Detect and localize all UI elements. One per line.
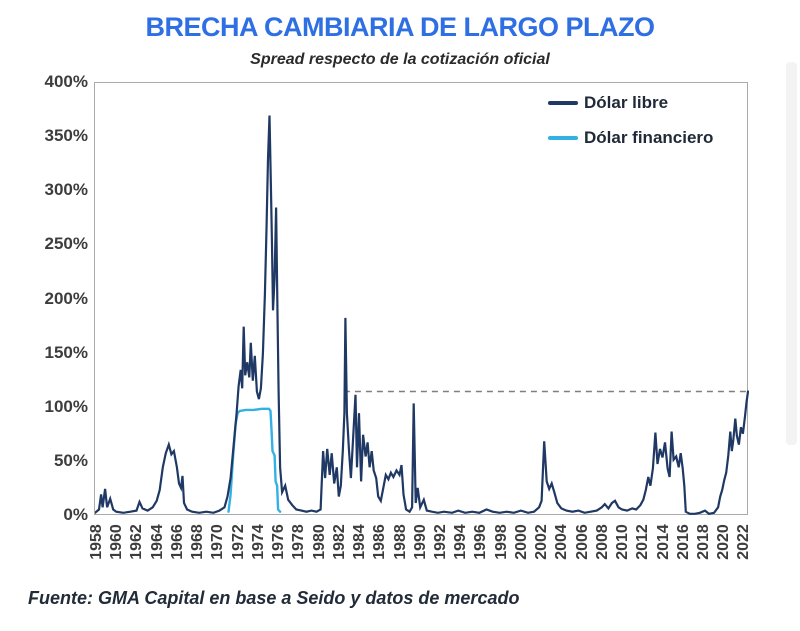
x-tick-label: 1998 (492, 524, 510, 560)
y-tick-label: 100% (44, 396, 88, 416)
legend-label: Dólar libre (584, 93, 669, 112)
legend-line-swatch (548, 136, 578, 140)
x-tick-label: 1968 (189, 524, 207, 560)
x-tick-label: 2006 (573, 524, 591, 560)
plot-area (94, 82, 749, 515)
x-tick-label: 2012 (634, 524, 652, 560)
x-tick-label: 1958 (88, 524, 106, 560)
x-tick-label: 1990 (411, 524, 429, 560)
x-tick-label: 1976 (270, 524, 288, 560)
x-tick-label: 2022 (735, 524, 753, 560)
x-tick-label: 1988 (391, 524, 409, 560)
chart-title: BRECHA CAMBIARIA DE LARGO PLAZO (145, 12, 655, 42)
x-tick-label: 2016 (674, 524, 692, 560)
x-tick-label: 1984 (351, 524, 369, 560)
x-tick-label: 2008 (593, 524, 611, 560)
x-tick-label: 2018 (694, 524, 712, 560)
line-chart (95, 115, 749, 515)
y-tick-label: 250% (44, 234, 88, 254)
legend: Dólar libre Dólar financiero (548, 92, 713, 149)
x-tick-label: 1970 (209, 524, 227, 560)
y-tick-label: 150% (44, 342, 88, 362)
legend-label: Dólar financiero (584, 128, 714, 147)
x-tick-label: 2020 (715, 524, 733, 560)
x-tick-label: 2000 (512, 524, 530, 560)
x-tick-label: 2014 (654, 524, 672, 560)
y-tick-label: 0% (63, 505, 88, 524)
x-tick-label: 1964 (148, 524, 166, 560)
x-tick-label: 1978 (290, 524, 308, 560)
y-tick-label: 50% (53, 450, 88, 470)
chart-subtitle: Spread respecto de la cotización oficial (250, 51, 550, 68)
x-tick-label: 1986 (371, 524, 389, 560)
x-tick-label: 2002 (533, 524, 551, 560)
x-tick-label: 1982 (330, 524, 348, 560)
x-tick-label: 1972 (229, 524, 247, 560)
page-edge-strip (786, 62, 797, 445)
source-note: Fuente: GMA Capital en base a Seido y da… (28, 588, 520, 608)
series-line-d-lar-libre (95, 115, 749, 515)
x-tick-label: 1996 (472, 524, 490, 560)
y-tick-label: 400% (44, 72, 88, 91)
legend-item: Dólar financiero (548, 127, 713, 149)
x-tick-label: 2004 (553, 524, 571, 560)
legend-item: Dólar libre (548, 92, 713, 114)
legend-line-swatch (548, 101, 578, 105)
x-tick-label: 1992 (431, 524, 449, 560)
x-tick-label: 1994 (452, 524, 470, 560)
x-tick-label: 2010 (614, 524, 632, 560)
x-tick-label: 1980 (310, 524, 328, 560)
y-tick-label: 350% (44, 126, 88, 146)
x-tick-label: 1966 (168, 524, 186, 560)
x-tick-label: 1974 (249, 524, 267, 560)
y-tick-label: 300% (44, 180, 88, 200)
y-tick-label: 200% (44, 288, 88, 308)
x-tick-label: 1962 (128, 524, 146, 560)
x-tick-label: 1960 (108, 524, 126, 560)
